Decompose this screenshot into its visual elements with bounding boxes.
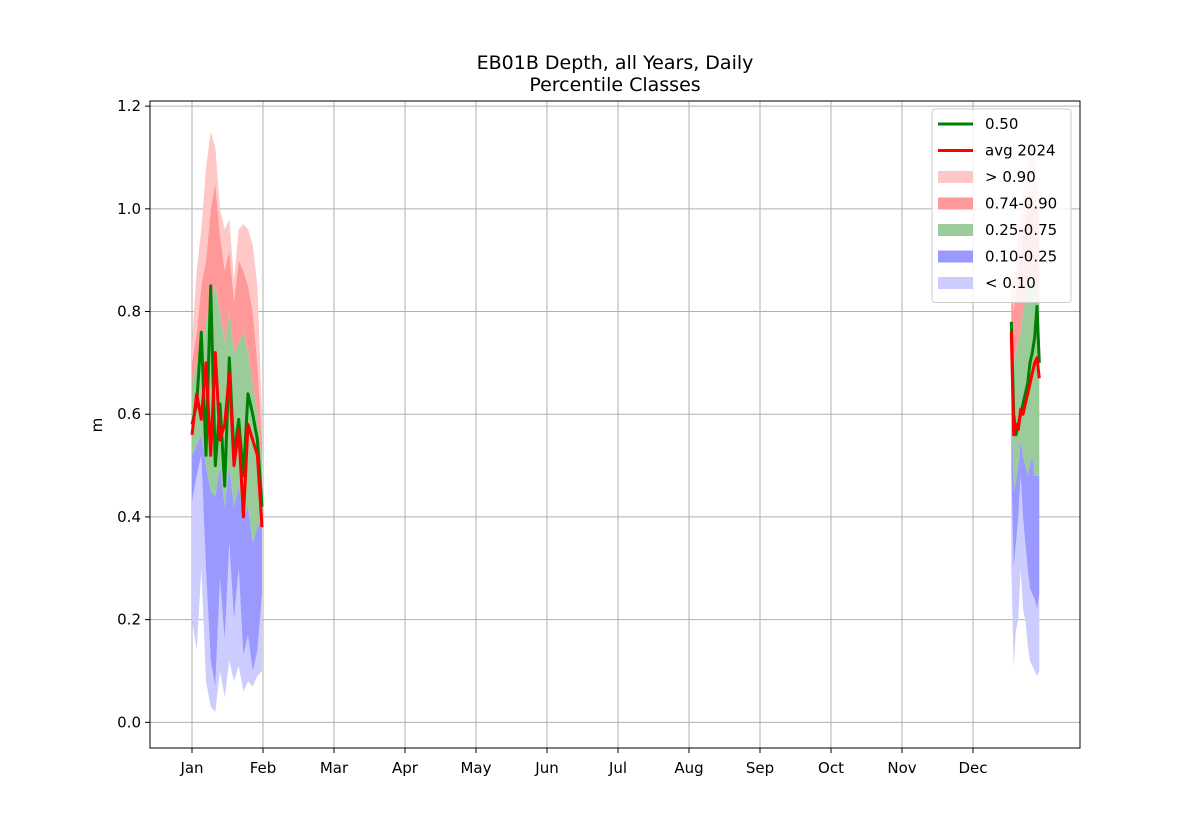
x-tick-label: Jun	[534, 759, 558, 777]
plot-frame	[149, 100, 1081, 749]
band-74-90	[192, 183, 262, 466]
y-axis-label: m	[88, 418, 106, 433]
median-line	[1009, 304, 1041, 437]
x-tick-label: Apr	[392, 759, 419, 777]
x-tick-label: Jan	[179, 759, 203, 777]
y-tick-label: 1.0	[117, 200, 141, 218]
x-tick-label: Mar	[320, 759, 349, 777]
legend-swatch-lt10	[938, 277, 973, 289]
legend-swatch-p25_75	[938, 224, 973, 236]
chart-title-line-1: EB01B Depth, all Years, Daily	[477, 52, 754, 74]
band-10-25	[192, 434, 262, 687]
legend-label-p50: 0.50	[985, 115, 1018, 133]
y-tick-label: 0.8	[117, 303, 141, 321]
legend-swatch-p74_90	[938, 197, 973, 210]
chart-subtitle: Percentile Classes	[529, 74, 700, 96]
band-below-10	[1011, 465, 1040, 677]
legend-label-p25_75: 0.25-0.75	[985, 221, 1057, 239]
x-tick-label: Jul	[608, 759, 627, 777]
legend-label-p74_90: 0.74-0.90	[985, 195, 1057, 213]
percentile-bands	[192, 131, 1040, 713]
y-tick-label: 0.6	[117, 405, 141, 423]
y-axis-ticks: 0.0 0.2 0.4 0.6 0.8 1.0 1.2	[117, 97, 150, 731]
x-tick-label: Sep	[746, 759, 774, 777]
y-tick-label: 1.2	[117, 97, 141, 115]
legend-swatch-p10_25	[938, 250, 973, 263]
series-lines	[190, 284, 1041, 528]
band-10-25	[1011, 404, 1040, 610]
legend: 0.50 avg 2024 > 0.90 0.74-0.90 0.25-0.75 0.10…	[931, 108, 1072, 303]
x-tick-label: May	[460, 759, 491, 777]
y-tick-label: 0.2	[117, 611, 141, 629]
x-tick-label: Feb	[250, 759, 277, 777]
band-above-90	[192, 131, 262, 440]
y-tick-label: 0.0	[117, 713, 141, 731]
band-below-10	[192, 455, 262, 713]
chart-title: EB01B Depth, all Years, Daily Percentile…	[477, 52, 754, 96]
band-25-75	[1011, 270, 1040, 492]
legend-label-avg: avg 2024	[985, 142, 1056, 160]
legend-swatch-gt90	[938, 171, 973, 183]
x-tick-label: Nov	[887, 759, 916, 777]
y-tick-label: 0.4	[117, 508, 141, 526]
x-axis-ticks: Jan Feb Mar Apr May Jun Jul Aug Sep Oct Nov Dec	[179, 748, 988, 777]
x-tick-label: Aug	[674, 759, 703, 777]
avg-2024-line	[1009, 332, 1041, 437]
legend-label-lt10: < 0.10	[985, 274, 1036, 292]
x-tick-label: Dec	[958, 759, 987, 777]
legend-label-gt90: > 0.90	[985, 168, 1036, 186]
legend-label-p10_25: 0.10-0.25	[985, 248, 1057, 266]
x-tick-label: Oct	[818, 759, 844, 777]
avg-2024-line	[190, 351, 264, 528]
